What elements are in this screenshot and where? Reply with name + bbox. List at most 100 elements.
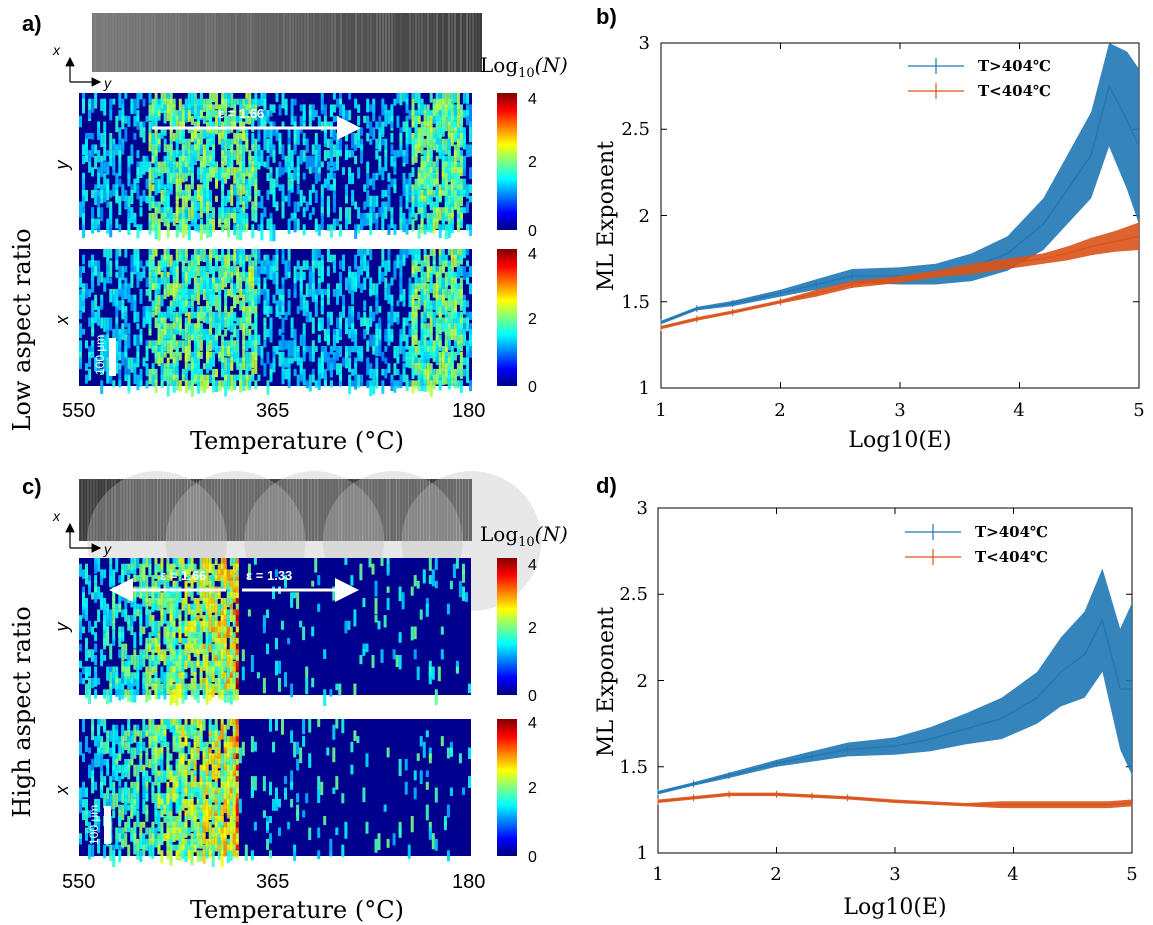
heatmap-cell [459,161,463,173]
heatmap-cell [151,833,155,842]
heatmap-cell [193,294,197,301]
heatmap-cell [163,144,167,153]
heatmap-cell [447,328,451,346]
heatmap-cell [236,249,240,265]
heatmap-cell [278,138,282,155]
heatmap-cell [239,133,243,141]
heatmap-cell [410,816,414,833]
heatmap-cell [351,277,355,291]
heatmap-cell [142,190,146,202]
heatmap-cell [423,110,427,125]
heatmap-cell [190,306,194,314]
heatmap-cell [239,195,243,205]
heatmap-cell [109,150,113,158]
heatmap-cell [296,201,300,212]
heatmap-cell [342,357,346,367]
heatmap-cell [223,838,227,850]
heatmap-cell [190,759,194,769]
heatmap-cell [175,115,179,130]
heatmap-cell [357,104,361,113]
heatmap-cell [287,260,291,275]
heatmap-cell [323,150,327,161]
heatmap-cell [263,115,267,125]
heatmap-cell [402,172,406,189]
heatmap-cell [172,98,176,107]
strain-label-c-1: ε = 1.66 [160,568,206,583]
heatmap-cell [145,615,149,628]
heatmap-cell [257,190,261,197]
heatmap-cell [281,620,285,630]
heatmap-cell [387,172,391,182]
heatmap-cell [414,212,418,221]
heatmap-cell [450,218,454,233]
heatmap-cell [142,776,146,784]
heatmap-cell [432,178,436,187]
heatmap-cell [242,201,246,211]
heatmap-cell [456,363,460,373]
heatmap-cell [88,677,92,695]
heatmap-cell [390,178,394,188]
heatmap-cell [157,724,161,736]
heatmap-cell [411,144,415,156]
heatmap-cell [100,380,104,394]
heatmap-cell [118,787,122,802]
heatmap-cell [459,323,463,337]
heatmap-cell [184,592,188,608]
heatmap-cell [329,155,333,167]
heatmap-cell [420,195,424,207]
heatmap-cell [172,289,176,298]
heatmap-cell [208,747,212,756]
heatmap-cell [193,283,197,295]
heatmap-cell [458,753,462,764]
heatmap-cell [94,753,98,768]
heatmap-cell [184,218,188,230]
heatmap-cell [218,110,222,117]
heatmap-cell [223,741,227,751]
heatmap-cell [354,254,358,270]
heatmap-cell [214,558,218,565]
heatmap-cell [184,277,188,287]
heatmap-cell [366,133,370,142]
heatmap-cell [443,821,447,831]
heatmap-cell [97,753,101,767]
heatmap-cell [130,736,134,744]
heatmap-cell [248,115,252,125]
heatmap-cell [184,776,188,793]
heatmap-cell [133,724,137,732]
heatmap-cell [169,770,173,783]
heatmap-cell [354,328,358,335]
heatmap-cell [317,323,321,331]
heatmap-cell [229,719,233,726]
heatmap-cell [106,626,110,638]
heatmap-cell [160,161,164,174]
heatmap-cell [211,781,215,791]
heatmap-cell [432,311,436,327]
heatmap-cell [248,317,252,327]
heatmap-cell [230,351,234,360]
heatmap-cell [148,289,152,302]
heatmap-cell [154,306,158,316]
heatmap-cell [202,127,206,139]
heatmap-cell [413,626,417,640]
heatmap-cell [136,172,140,184]
heatmap-cell [247,609,251,617]
heatmap-cell [175,363,179,378]
heatmap-cell [163,161,167,174]
heatmap-cell [462,787,466,795]
heatmap-cell [215,294,219,311]
heatmap-cell [136,764,140,781]
heatmap-cell [275,93,279,102]
heatmap-cell [97,317,101,326]
heatmap-cell [190,810,194,820]
heatmap-cell [130,300,134,311]
heatmap-cell [399,334,403,346]
heatmap-cell [151,747,155,765]
x-tick-d-5: 5 [1126,864,1137,885]
heatmap-cell [296,184,300,195]
heatmap-cell [196,810,200,820]
heatmap-cell [395,655,399,667]
heatmap-cell [136,351,140,358]
heatmap-cell [214,764,218,779]
heatmap-cell [226,592,230,608]
heatmap-cell [184,380,188,393]
